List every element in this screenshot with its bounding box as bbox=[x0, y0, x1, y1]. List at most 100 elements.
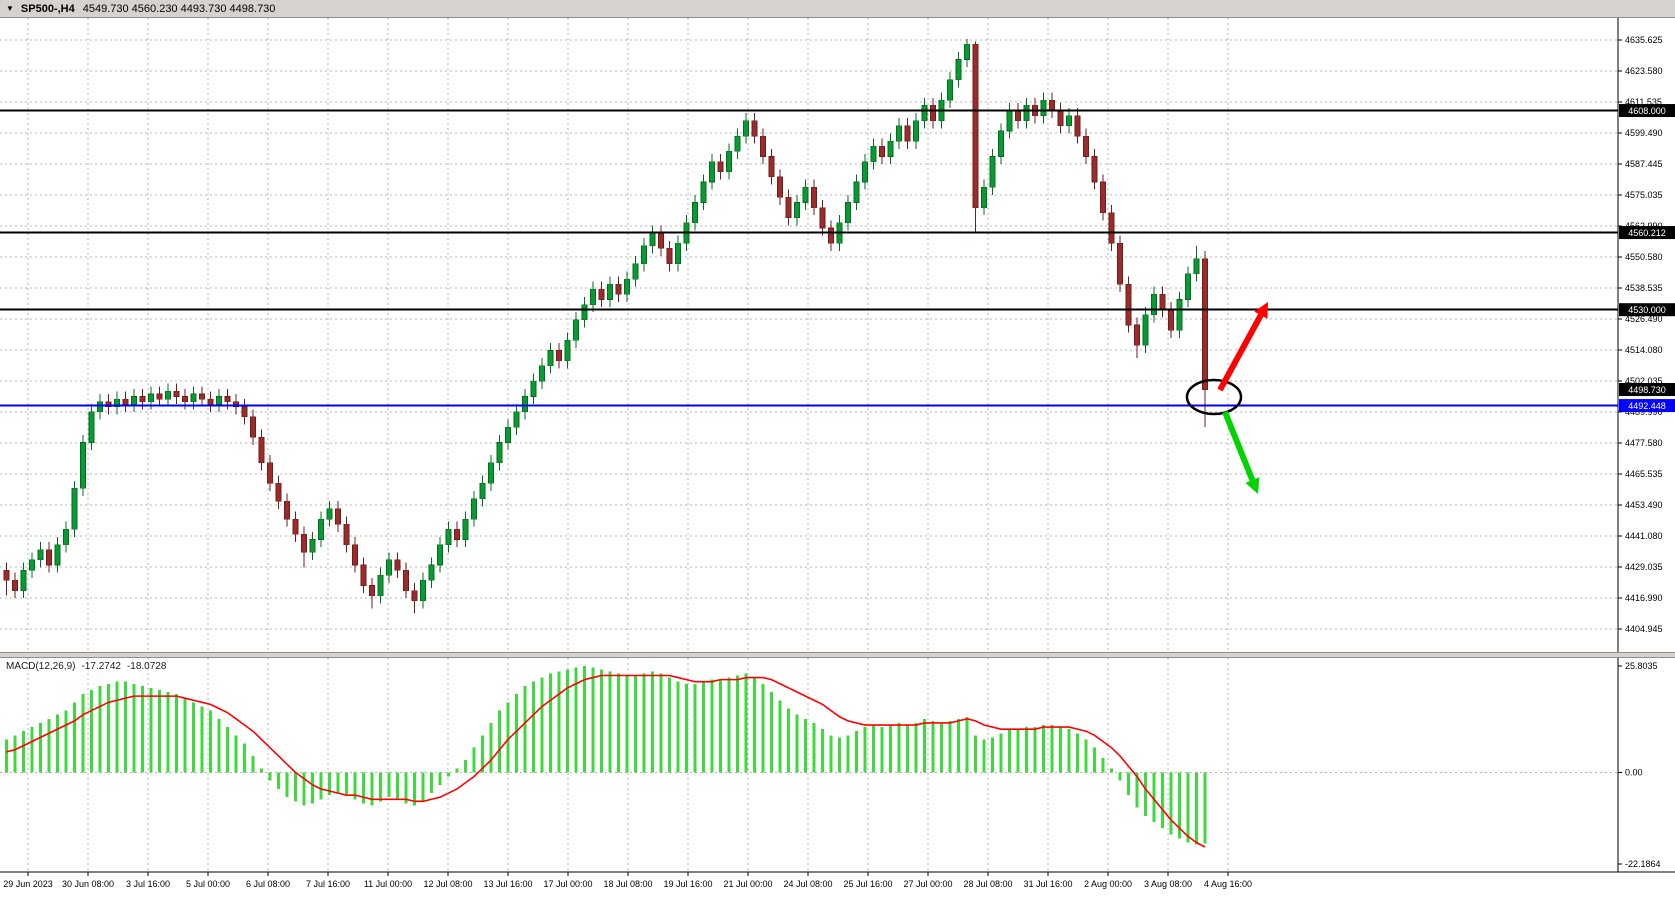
candle-body bbox=[46, 549, 52, 566]
macd-bar bbox=[736, 675, 739, 773]
candle-body bbox=[445, 528, 452, 545]
candle-body bbox=[97, 401, 103, 413]
candle-body bbox=[998, 130, 1004, 157]
candle-body bbox=[1100, 181, 1106, 213]
candle-body bbox=[811, 186, 817, 208]
candle-body bbox=[131, 396, 137, 405]
candle-body bbox=[964, 43, 970, 60]
chart-window-titlebar[interactable]: ▼ SP500-,H4 4549.730 4560.230 4493.730 4… bbox=[0, 0, 1675, 18]
candle-body bbox=[768, 156, 775, 178]
macd-bar bbox=[353, 772, 357, 800]
macd-bar bbox=[668, 677, 671, 773]
price-axis-label: 4623.580 bbox=[1625, 66, 1663, 76]
ellipse-annotation[interactable] bbox=[1185, 378, 1243, 416]
candle-body bbox=[241, 406, 248, 418]
candle-body bbox=[369, 585, 375, 596]
time-axis-label: 5 Jul 00:00 bbox=[186, 879, 230, 889]
macd-bar bbox=[1033, 727, 1037, 773]
macd-bar bbox=[1135, 772, 1139, 808]
macd-bar bbox=[812, 722, 816, 773]
macd-bar bbox=[319, 772, 323, 800]
chart-title-ohlc: 4549.730 4560.230 4493.730 4498.730 bbox=[82, 2, 276, 15]
macd-bar bbox=[855, 731, 858, 773]
candle-body bbox=[751, 120, 758, 137]
candle-body bbox=[513, 411, 520, 428]
macd-bar bbox=[1152, 772, 1156, 822]
candle-body bbox=[258, 437, 265, 464]
candle-body bbox=[862, 161, 868, 183]
macd-bar bbox=[5, 739, 8, 773]
time-axis-label: 25 Jul 16:00 bbox=[843, 879, 892, 889]
macd-bar bbox=[676, 681, 680, 773]
time-axis-label: 31 Jul 16:00 bbox=[1023, 879, 1072, 889]
candle-body bbox=[930, 105, 936, 122]
price-level-label bbox=[1619, 399, 1675, 413]
macd-bar bbox=[515, 694, 518, 773]
candle-body bbox=[139, 396, 146, 402]
macd-bar bbox=[430, 772, 433, 794]
candle-body bbox=[250, 416, 256, 438]
candle-body bbox=[1202, 258, 1208, 390]
price-level-label-text: 4530.000 bbox=[1628, 305, 1666, 315]
candle-body bbox=[3, 569, 10, 581]
candle-body bbox=[301, 534, 307, 553]
candle-body bbox=[734, 135, 741, 152]
candle-body bbox=[1168, 309, 1174, 331]
macd-bar bbox=[200, 706, 204, 773]
macd-bar bbox=[379, 772, 382, 802]
price-axis-label: 4404.945 bbox=[1625, 624, 1663, 634]
candle-body bbox=[63, 528, 69, 545]
candle-body bbox=[700, 181, 707, 203]
candle-body bbox=[190, 393, 197, 402]
candle-body bbox=[607, 283, 613, 300]
candle-body bbox=[12, 580, 18, 591]
candle-body bbox=[726, 151, 732, 173]
candle-body bbox=[1151, 294, 1157, 316]
macd-bar bbox=[447, 772, 450, 777]
macd-bar bbox=[787, 708, 790, 773]
macd-bar bbox=[1127, 772, 1130, 796]
candle-body bbox=[403, 569, 409, 591]
candle-body bbox=[352, 544, 358, 566]
green-down-arrow-annotation[interactable] bbox=[1222, 410, 1256, 482]
macd-bar bbox=[1093, 747, 1096, 773]
chart-menu-icon[interactable]: ▼ bbox=[6, 4, 14, 13]
macd-bar bbox=[617, 673, 620, 773]
macd-bar bbox=[608, 671, 612, 773]
red-up-arrow-annotation[interactable] bbox=[1217, 313, 1264, 392]
green-down-arrow-annotation-head bbox=[1245, 477, 1260, 494]
time-axis-label: 12 Jul 08:00 bbox=[423, 879, 472, 889]
price-axis-label: 4453.490 bbox=[1625, 500, 1663, 510]
macd-bar bbox=[107, 683, 110, 773]
pane-splitter[interactable] bbox=[0, 652, 1675, 658]
macd-bar bbox=[540, 677, 544, 773]
macd-bar bbox=[659, 673, 663, 773]
macd-bar bbox=[1186, 772, 1190, 843]
macd-bar bbox=[438, 772, 442, 785]
candle-body bbox=[428, 564, 435, 581]
candle-body bbox=[649, 232, 656, 247]
macd-bar bbox=[804, 718, 807, 773]
candle-body bbox=[1108, 212, 1115, 244]
macd-bar bbox=[1059, 727, 1062, 773]
candle-body bbox=[54, 544, 61, 566]
candle-body bbox=[530, 380, 537, 397]
candle-body bbox=[462, 518, 469, 540]
macd-bar bbox=[1067, 729, 1071, 773]
candle-body bbox=[114, 398, 120, 408]
candle-body bbox=[1091, 156, 1098, 183]
macd-bar bbox=[634, 675, 637, 773]
candle-body bbox=[845, 202, 851, 224]
candle-body bbox=[20, 569, 27, 591]
macd-bar bbox=[1110, 768, 1113, 773]
price-level-label-text: 4560.212 bbox=[1628, 228, 1666, 238]
candle-body bbox=[870, 145, 877, 162]
macd-bar bbox=[141, 685, 144, 773]
macd-bar bbox=[1169, 772, 1173, 835]
candle-body bbox=[539, 365, 545, 382]
macd-bar bbox=[829, 735, 833, 773]
candle-body bbox=[1185, 273, 1191, 300]
macd-bar bbox=[999, 733, 1003, 773]
candle-body bbox=[335, 508, 341, 525]
